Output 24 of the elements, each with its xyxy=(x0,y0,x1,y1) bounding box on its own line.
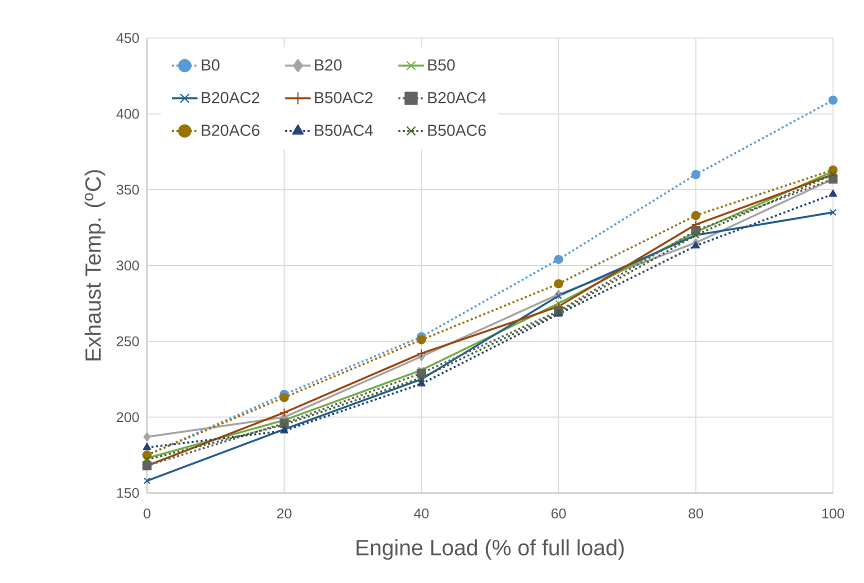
legend-label: B20AC6 xyxy=(202,124,260,136)
y-tick-label: 400 xyxy=(116,108,139,119)
y-tick-label: 150 xyxy=(117,488,139,498)
y-axis-title: Exhaust Temp. ($^{o}$C) xyxy=(84,170,106,360)
x-tick-label: 80 xyxy=(688,508,704,518)
y-tick-label: 350 xyxy=(116,184,139,195)
x-tick-label: 0 xyxy=(144,508,150,518)
legend-label: B50 xyxy=(428,59,455,71)
legend-label: B20AC4 xyxy=(428,92,486,104)
legend-label: B50AC6 xyxy=(428,124,486,136)
y-tick-label: 250 xyxy=(116,336,139,346)
y-tick-label: 300 xyxy=(116,260,139,270)
x-tick-label: 20 xyxy=(277,508,292,518)
legend-label: B50AC4 xyxy=(315,124,373,136)
y-tick-label: 450 xyxy=(116,33,139,43)
legend-label: B20AC2 xyxy=(202,92,260,104)
legend-label: B20 xyxy=(315,59,342,71)
legend-label: B50AC2 xyxy=(315,92,373,104)
x-tick-label: 40 xyxy=(414,508,429,518)
x-tick-label: 60 xyxy=(552,508,566,518)
x-tick-label: 100 xyxy=(822,508,844,518)
x-axis-title: Engine Load (% of full load) xyxy=(356,539,624,560)
y-tick-label: 200 xyxy=(116,412,139,422)
legend-label: B0 xyxy=(202,59,220,71)
